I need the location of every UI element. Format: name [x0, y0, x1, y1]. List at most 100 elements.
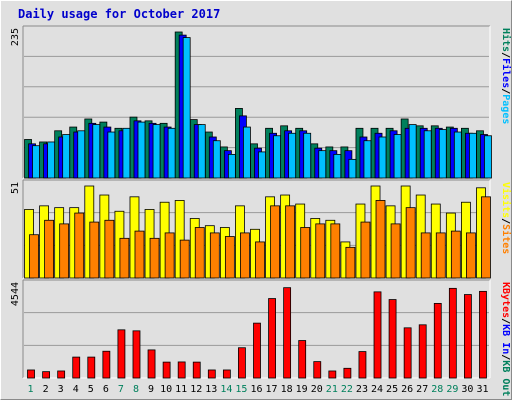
legend-kbytes: KBytes/KB In/KB Out — [500, 282, 511, 396]
bar-sites-day-28 — [435, 232, 446, 279]
x-tick-label-day-5: 5 — [88, 384, 94, 395]
bar-sites-day-21 — [330, 223, 341, 279]
x-tick-label-day-27: 27 — [416, 384, 428, 395]
bar-kbytes-day-10 — [162, 361, 171, 379]
bar-pages-day-25 — [393, 134, 402, 179]
bar-pages-day-19 — [303, 132, 312, 179]
bar-sites-day-9 — [149, 237, 160, 279]
bar-kbytes-day-8 — [132, 330, 141, 379]
x-tick-label-day-12: 12 — [190, 384, 202, 395]
bar-kbytes-day-13 — [207, 369, 216, 379]
x-tick-label-day-29: 29 — [446, 384, 458, 395]
legend-hits-files-pages: Hits/Files/Pages — [500, 28, 512, 124]
legend-item: / — [500, 88, 511, 94]
bar-sites-day-3 — [59, 223, 70, 279]
bar-sites-day-4 — [74, 212, 85, 279]
bar-sites-day-26 — [405, 207, 416, 279]
y-tick-label-kbytes: 4544 — [10, 282, 21, 306]
bar-sites-day-20 — [315, 223, 326, 279]
bar-pages-day-9 — [152, 124, 161, 179]
bar-kbytes-day-16 — [253, 322, 261, 379]
bar-sites-day-2 — [44, 219, 54, 279]
bar-kbytes-day-17 — [268, 298, 276, 379]
bar-pages-day-24 — [378, 136, 387, 179]
bar-sites-day-6 — [104, 219, 115, 279]
x-tick-label-day-16: 16 — [250, 384, 262, 395]
bar-sites-day-31 — [481, 196, 491, 279]
bar-pages-day-28 — [438, 129, 447, 179]
x-tick-label-day-25: 25 — [386, 384, 398, 395]
legend-item: / — [500, 52, 511, 58]
bar-sites-day-23 — [360, 221, 371, 279]
bar-kbytes-day-5 — [87, 356, 96, 379]
x-tick-label-day-6: 6 — [103, 384, 109, 395]
bar-kbytes-day-22 — [343, 367, 352, 379]
bar-pages-day-4 — [77, 130, 86, 179]
bar-pages-day-5 — [92, 124, 101, 179]
bar-pages-day-7 — [122, 127, 131, 179]
legend-visits-sites: Visits/Sites — [500, 182, 512, 254]
bar-sites-day-8 — [134, 230, 145, 279]
legend-item: Hits — [500, 28, 512, 52]
bar-kbytes-day-9 — [147, 349, 156, 379]
x-tick-label-day-18: 18 — [281, 384, 293, 395]
x-tick-label-day-28: 28 — [431, 384, 443, 395]
bar-kbytes-day-26 — [403, 327, 412, 379]
bar-sites-day-15 — [240, 232, 250, 279]
x-tick-label-day-9: 9 — [148, 384, 154, 395]
bar-pages-day-3 — [62, 134, 71, 179]
bar-pages-day-31 — [484, 135, 492, 179]
x-tick-label-day-22: 22 — [341, 384, 353, 395]
bar-kbytes-day-2 — [42, 371, 50, 379]
y-tick-label-hits-files-pages: 235 — [10, 28, 21, 46]
bar-kbytes-day-3 — [57, 370, 66, 379]
bar-sites-day-30 — [466, 232, 476, 279]
bar-sites-day-27 — [420, 232, 431, 279]
bar-sites-day-13 — [209, 232, 220, 279]
bar-pages-day-17 — [273, 135, 281, 179]
bar-kbytes-day-27 — [418, 324, 427, 379]
bar-sites-day-19 — [300, 227, 311, 279]
bar-sites-day-1 — [29, 234, 39, 279]
x-tick-label-day-17: 17 — [266, 384, 278, 395]
bar-pages-day-27 — [423, 130, 432, 179]
bar-sites-day-7 — [119, 237, 130, 279]
bar-sites-day-17 — [270, 205, 280, 279]
bar-sites-day-24 — [375, 200, 386, 279]
legend-item: / — [500, 318, 511, 324]
legend-item: KBytes — [500, 282, 511, 318]
bar-kbytes-day-7 — [117, 329, 126, 379]
legend-item: KB In — [500, 324, 511, 354]
legend-item: Sites — [500, 224, 512, 254]
bar-kbytes-day-29 — [448, 287, 457, 379]
bar-kbytes-day-14 — [222, 369, 231, 379]
legend-item: / — [500, 354, 511, 360]
legend-item: KB Out — [500, 360, 511, 396]
bar-kbytes-day-4 — [72, 356, 81, 379]
bar-pages-day-18 — [288, 132, 297, 179]
legend-item: Pages — [500, 94, 511, 124]
bar-pages-day-13 — [212, 140, 221, 179]
bar-kbytes-day-6 — [102, 350, 111, 379]
bar-kbytes-day-21 — [328, 370, 337, 379]
bar-kbytes-day-18 — [283, 287, 292, 379]
bar-pages-day-2 — [47, 141, 55, 179]
legend-item: Files — [500, 58, 512, 88]
y-tick-label-visits-sites: 51 — [10, 182, 21, 194]
bar-sites-day-16 — [255, 241, 265, 279]
bar-kbytes-day-30 — [464, 294, 472, 379]
x-tick-label-day-20: 20 — [311, 384, 323, 395]
bar-kbytes-day-31 — [479, 290, 487, 379]
x-tick-label-day-14: 14 — [220, 384, 232, 395]
bar-pages-day-14 — [227, 153, 236, 179]
legend-item: / — [500, 218, 511, 224]
x-tick-label-day-26: 26 — [401, 384, 413, 395]
bar-pages-day-26 — [408, 124, 417, 179]
x-tick-label-day-7: 7 — [118, 384, 124, 395]
bar-sites-day-22 — [345, 246, 356, 279]
bar-sites-day-12 — [194, 227, 205, 279]
bar-sites-day-10 — [164, 232, 175, 279]
bar-sites-day-18 — [285, 205, 296, 279]
bar-sites-day-14 — [224, 236, 235, 279]
